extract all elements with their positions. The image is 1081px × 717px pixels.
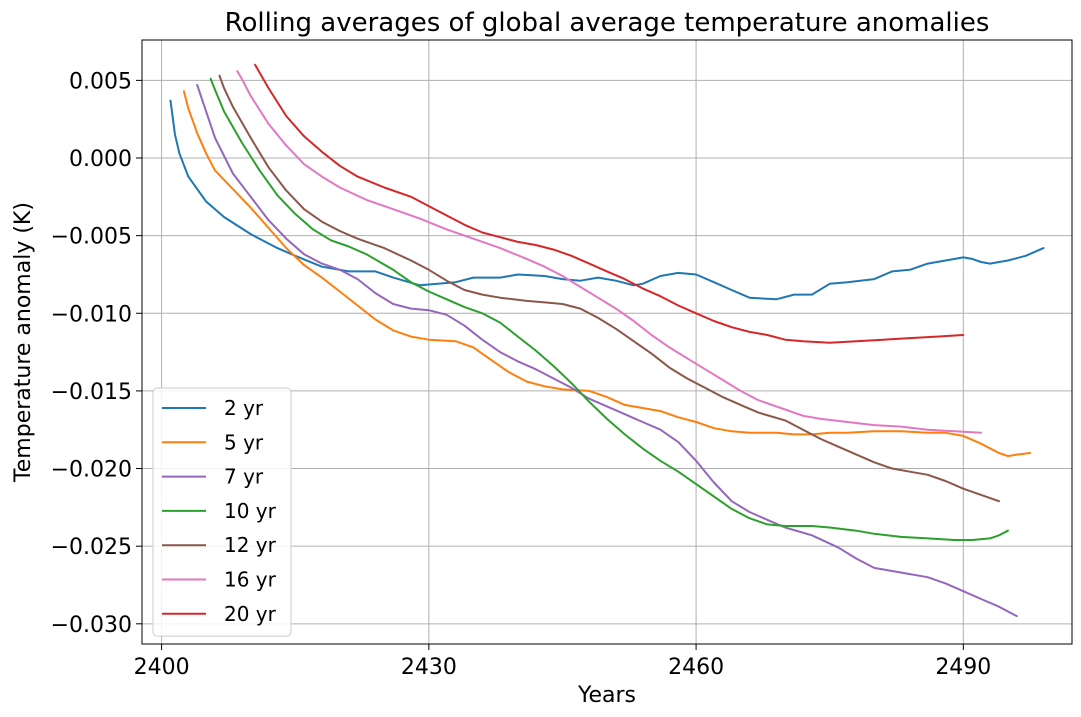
- series-layer: [169, 63, 1045, 618]
- legend: 2 yr 5 yr 7 yr 10 yr 12 yr 16 yr 20 yr: [152, 387, 292, 637]
- series-line-10-yr: [209, 77, 1009, 541]
- series-line-7-yr: [196, 84, 1018, 618]
- plot-frame: [141, 39, 1073, 645]
- x-tick-label: 2460: [668, 655, 724, 680]
- legend-label: 7 yr: [224, 465, 264, 489]
- x-tick-label: 2430: [401, 655, 457, 680]
- y-tick-label: 0.000: [69, 147, 132, 172]
- y-axis: 0.005 0.000 −0.005 −0.010 −0.015 −0.020 −0.025…: [51, 69, 142, 638]
- legend-label: 10 yr: [224, 499, 277, 523]
- x-tick-label: 2490: [935, 655, 991, 680]
- y-tick-label: 0.005: [69, 69, 132, 94]
- y-tick-label: −0.015: [51, 380, 132, 405]
- series-line-12-yr: [218, 74, 1000, 503]
- series-line-5-yr: [182, 90, 1032, 458]
- y-tick-label: −0.020: [51, 458, 132, 483]
- legend-label: 20 yr: [224, 602, 277, 626]
- legend-label: 5 yr: [224, 430, 264, 454]
- y-tick-label: −0.030: [51, 613, 132, 638]
- x-axis: 2400 2430 2460 2490: [134, 644, 991, 680]
- y-tick-label: −0.025: [51, 535, 132, 560]
- x-tick-label: 2400: [134, 655, 190, 680]
- series-line-20-yr: [254, 63, 965, 344]
- legend-label: 2 yr: [224, 396, 264, 420]
- y-tick-label: −0.005: [51, 225, 132, 250]
- series-line-16-yr: [236, 70, 983, 434]
- y-tick-label: −0.010: [51, 302, 132, 327]
- grid: [142, 40, 1072, 644]
- legend-label: 16 yr: [224, 568, 277, 592]
- legend-label: 12 yr: [224, 533, 277, 557]
- legend-box: [152, 387, 292, 637]
- chart-title: Rolling averages of global average tempe…: [225, 8, 990, 38]
- y-axis-label: Temperature anomaly (K): [11, 202, 36, 483]
- x-axis-label: Years: [577, 683, 636, 708]
